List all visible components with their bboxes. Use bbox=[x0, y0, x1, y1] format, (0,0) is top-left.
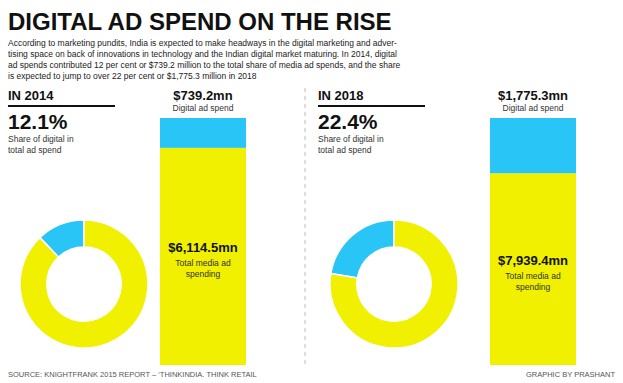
credit: GRAPHIC BY PRASHANT bbox=[526, 370, 615, 379]
slice bbox=[331, 220, 394, 278]
digital-value: $739.2mn bbox=[173, 88, 232, 103]
panel-title-line: IN 2018 bbox=[318, 88, 364, 103]
share-label-line: Share of digital in bbox=[318, 134, 384, 144]
pie-chart: IN 2014 12.1%Share of digital intotal ad … bbox=[8, 88, 148, 348]
bars bbox=[160, 118, 246, 365]
digital-value: $1,775.3mn bbox=[498, 88, 568, 103]
subtitle-line: is expected to jump to over 22 per cent … bbox=[8, 71, 257, 81]
bar-segment bbox=[490, 118, 576, 173]
bar-chart: $1,775.3mnDigital ad spend $7,939.4mn Tota… bbox=[490, 88, 576, 365]
total-value: $6,114.5mn bbox=[168, 240, 237, 255]
subtitle: According to marketing pundits, India is… bbox=[8, 38, 400, 81]
bar-segment bbox=[160, 148, 246, 365]
share-value: 12.1% bbox=[8, 110, 68, 133]
panel-title-line: IN 2014 bbox=[8, 88, 54, 103]
source-line: SOURCE: KNIGHTFRANK 2015 REPORT – ‘THINK… bbox=[8, 370, 257, 379]
digital-value-line: $739.2mn bbox=[173, 88, 232, 103]
total-label: Total media adspending bbox=[175, 258, 231, 279]
share-value: 22.4% bbox=[318, 110, 378, 133]
digital-label: Digital ad spend bbox=[503, 103, 564, 113]
total-label: Total media adspending bbox=[505, 271, 561, 292]
slices bbox=[330, 220, 458, 348]
pie-chart: IN 2018 22.4%Share of digital intotal ad … bbox=[318, 88, 458, 348]
bar-segment bbox=[490, 173, 576, 365]
digital-value-line: $1,775.3mn bbox=[498, 88, 568, 103]
total-label-line: Total media ad bbox=[175, 258, 231, 268]
slice bbox=[330, 220, 458, 348]
chart: DIGITAL AD SPEND ON THE RISE According to… bbox=[0, 0, 623, 383]
bar-chart: $739.2mnDigital ad spend $6,114.5mn Total … bbox=[160, 88, 246, 365]
title: DIGITAL AD SPEND ON THE RISE bbox=[8, 8, 392, 35]
slices bbox=[20, 220, 148, 348]
total-label-line: spending bbox=[516, 282, 551, 292]
panel-title: IN 2014 bbox=[8, 88, 54, 103]
share-label-line: total ad spend bbox=[8, 145, 62, 155]
title-line: DIGITAL AD SPEND ON THE RISE bbox=[8, 8, 392, 35]
header-rule bbox=[318, 105, 425, 107]
share-label-line: total ad spend bbox=[318, 145, 372, 155]
share-value-line: 22.4% bbox=[318, 110, 378, 133]
credit-line: GRAPHIC BY PRASHANT bbox=[526, 370, 615, 379]
bar-segment bbox=[160, 118, 246, 148]
subtitle-line: tising space on back of innovations in t… bbox=[8, 49, 397, 59]
share-label: Share of digital intotal ad spend bbox=[8, 134, 74, 155]
bars bbox=[490, 118, 576, 365]
digital-label: Digital ad spend bbox=[173, 103, 234, 113]
divider bbox=[305, 88, 306, 366]
total-label-line: spending bbox=[186, 269, 221, 279]
total-value-line: $6,114.5mn bbox=[168, 240, 237, 255]
total-value: $7,939.4mn bbox=[498, 253, 568, 268]
subtitle-line: ad spends contributed 12 per cent or $73… bbox=[8, 60, 400, 70]
digital-label-line: Digital ad spend bbox=[503, 103, 564, 113]
source: SOURCE: KNIGHTFRANK 2015 REPORT – ‘THINK… bbox=[8, 370, 257, 379]
subtitle-line: According to marketing pundits, India is… bbox=[8, 38, 397, 48]
digital-label-line: Digital ad spend bbox=[173, 103, 234, 113]
total-value-line: $7,939.4mn bbox=[498, 253, 568, 268]
header-rule bbox=[8, 105, 115, 107]
share-label-line: Share of digital in bbox=[8, 134, 74, 144]
share-label: Share of digital intotal ad spend bbox=[318, 134, 384, 155]
share-value-line: 12.1% bbox=[8, 110, 68, 133]
total-label-line: Total media ad bbox=[505, 271, 561, 281]
panel-title: IN 2018 bbox=[318, 88, 364, 103]
slice bbox=[20, 220, 148, 348]
